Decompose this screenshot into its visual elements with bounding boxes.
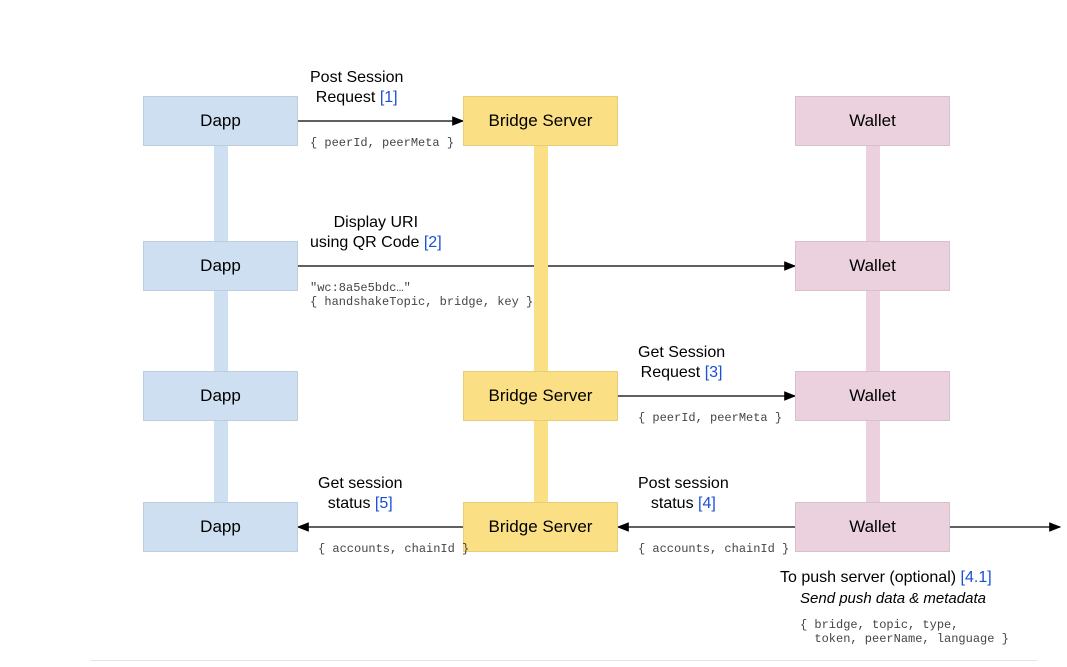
dapp-node-2: Dapp [143,371,298,421]
label-line1: Get Session [638,344,725,361]
dapp-connector-0 [214,146,228,241]
wallet-node-2: Wallet [795,371,950,421]
dapp-node-1: Dapp [143,241,298,291]
bridge-node-1: Bridge Server [463,371,618,421]
wallet-node-3: Wallet [795,502,950,552]
arrow-label-3: Post session status [4] [638,474,729,514]
dapp-node-0: Dapp [143,96,298,146]
label-line2: status [328,495,375,512]
label-step-ref: [1] [380,89,398,106]
label-line2: Request [641,364,705,381]
payload-1: "wc:8a5e5bdc…" { handshakeTopic, bridge,… [310,281,533,309]
payload-0: { peerId, peerMeta } [310,136,454,150]
wallet-connector-1 [866,291,880,371]
bridge-connector-1 [534,421,548,502]
dapp-connector-2 [214,421,228,502]
payload-3: { accounts, chainId } [638,542,789,556]
bridge-node-0: Bridge Server [463,96,618,146]
push-title-step: [4.1] [961,569,992,586]
push-server-title: To push server (optional) [4.1] [780,568,992,588]
footer-divider [90,660,1037,661]
label-step-ref: [2] [424,234,442,251]
arrow-label-0: Post Session Request [1] [310,68,403,108]
arrow-label-4: Get session status [5] [318,474,402,514]
dapp-connector-1 [214,291,228,371]
wallet-connector-0 [866,146,880,241]
label-line2: Request [316,89,380,106]
wallet-node-0: Wallet [795,96,950,146]
label-line1: Post Session [310,69,403,86]
label-line1: Display URI [334,214,418,231]
dapp-node-3: Dapp [143,502,298,552]
label-step-ref: [5] [375,495,393,512]
label-step-ref: [3] [705,364,723,381]
push-server-payload: { bridge, topic, type, token, peerName, … [800,618,1009,646]
payload-2: { peerId, peerMeta } [638,411,782,425]
diagram-canvas: Dapp Dapp Dapp Dapp Bridge Server Bridge Serv… [0,0,1067,667]
label-line1: Post session [638,475,729,492]
push-title-text: To push server (optional) [780,569,961,586]
wallet-node-1: Wallet [795,241,950,291]
push-server-subtitle: Send push data & metadata [800,590,986,609]
bridge-connector-0 [534,146,548,371]
label-line2: using QR Code [310,234,424,251]
label-step-ref: [4] [698,495,716,512]
payload-4: { accounts, chainId } [318,542,469,556]
label-line1: Get session [318,475,402,492]
wallet-connector-2 [866,421,880,502]
bridge-node-2: Bridge Server [463,502,618,552]
label-line2: status [651,495,698,512]
arrow-label-2: Get Session Request [3] [638,343,725,383]
arrow-label-1: Display URI using QR Code [2] [310,213,442,253]
